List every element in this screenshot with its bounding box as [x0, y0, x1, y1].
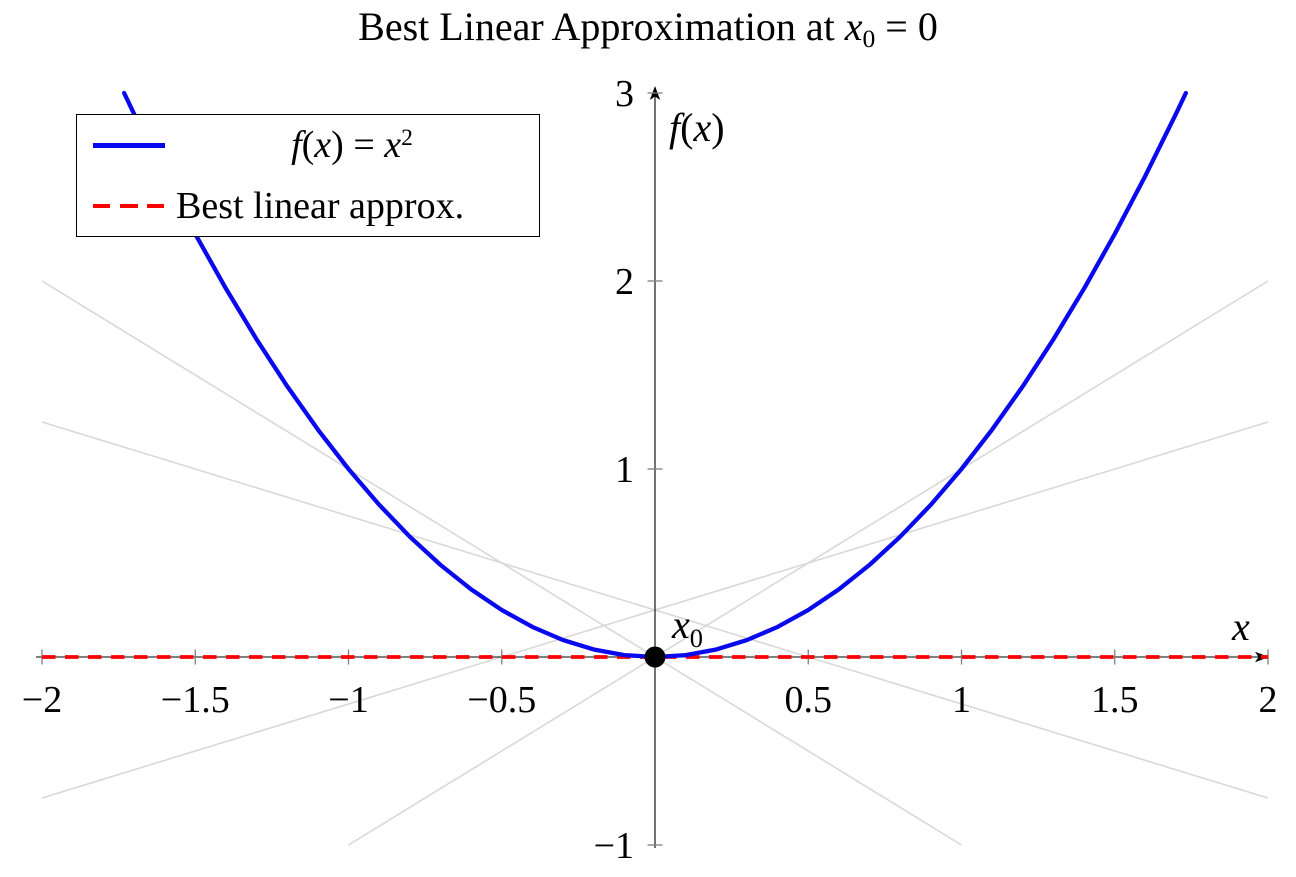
legend-dashed-line-swatch	[93, 203, 165, 208]
x-tick-label-−1.5: −1.5	[161, 679, 230, 721]
y-axis-label: f(x)	[669, 105, 725, 150]
legend-fx-x: x	[314, 124, 332, 167]
x-tick-label-1: 1	[952, 679, 971, 721]
chart-title-var: x	[844, 4, 863, 49]
y-tick-label-3: 3	[615, 73, 634, 115]
legend-box: f(x) = x2 Best linear approx.	[76, 114, 540, 237]
legend-dash-segment	[93, 203, 110, 208]
x0-point-label: x0	[671, 602, 703, 653]
chart-title-prefix: Best Linear Approximation at	[358, 4, 845, 49]
x-tick-label-1.5: 1.5	[1091, 679, 1139, 721]
y-tick-label-1: 1	[615, 449, 634, 491]
legend-entry-best-approx: Best linear approx.	[77, 176, 539, 237]
legend-fx-open: (	[301, 124, 315, 167]
legend-fx-f: f	[291, 124, 302, 167]
x-axis-label: x	[1231, 604, 1250, 649]
chart-title-sub: 0	[862, 24, 876, 54]
legend-dash-segment	[147, 203, 164, 208]
expansion-point-marker	[644, 646, 666, 668]
legend-fx-base: x	[384, 124, 402, 167]
x-tick-label-2: 2	[1259, 679, 1278, 721]
legend-label-function: f(x) = x2	[165, 126, 539, 164]
legend-fx-sup: 2	[401, 125, 413, 152]
legend-fx-mid: ) =	[331, 124, 385, 167]
legend-label-best-approx: Best linear approx.	[176, 184, 465, 227]
x-tick-label-−2: −2	[22, 679, 62, 721]
y-tick-label-2: 2	[615, 261, 634, 303]
x-tick-label-0.5: 0.5	[785, 679, 833, 721]
chart-title-suffix: = 0	[875, 4, 938, 49]
legend-sample-function	[93, 143, 165, 148]
y-tick-label-−1: −1	[594, 825, 634, 867]
legend-sample-best-approx	[93, 203, 165, 208]
chart-title: Best Linear Approximation at x0 = 0	[0, 3, 1296, 54]
x-tick-label-−1: −1	[328, 679, 368, 721]
x-tick-label-−0.5: −0.5	[467, 679, 536, 721]
legend-dash-segment	[119, 203, 138, 208]
legend-entry-function: f(x) = x2	[77, 115, 539, 176]
legend-solid-line-swatch	[93, 143, 165, 148]
